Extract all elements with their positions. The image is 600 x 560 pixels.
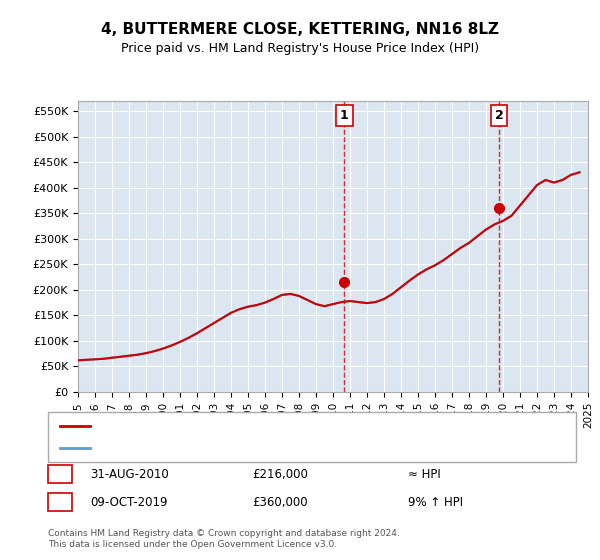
Text: Price paid vs. HM Land Registry's House Price Index (HPI): Price paid vs. HM Land Registry's House … [121, 42, 479, 55]
Text: 09-OCT-2019: 09-OCT-2019 [90, 496, 167, 509]
Text: £216,000: £216,000 [252, 468, 308, 481]
Text: 2: 2 [56, 496, 64, 509]
Text: 2: 2 [495, 109, 503, 122]
Text: HPI: Average price, detached house, North Northamptonshire: HPI: Average price, detached house, Nort… [99, 443, 442, 453]
Text: ≈ HPI: ≈ HPI [408, 468, 441, 481]
Text: 1: 1 [340, 109, 349, 122]
Text: 31-AUG-2010: 31-AUG-2010 [90, 468, 169, 481]
Text: Contains HM Land Registry data © Crown copyright and database right 2024.
This d: Contains HM Land Registry data © Crown c… [48, 529, 400, 549]
Text: 9% ↑ HPI: 9% ↑ HPI [408, 496, 463, 509]
Text: £360,000: £360,000 [252, 496, 308, 509]
Text: 1: 1 [56, 468, 64, 481]
Text: 4, BUTTERMERE CLOSE, KETTERING, NN16 8LZ: 4, BUTTERMERE CLOSE, KETTERING, NN16 8LZ [101, 22, 499, 38]
Text: 4, BUTTERMERE CLOSE, KETTERING, NN16 8LZ (detached house): 4, BUTTERMERE CLOSE, KETTERING, NN16 8LZ… [99, 421, 462, 431]
